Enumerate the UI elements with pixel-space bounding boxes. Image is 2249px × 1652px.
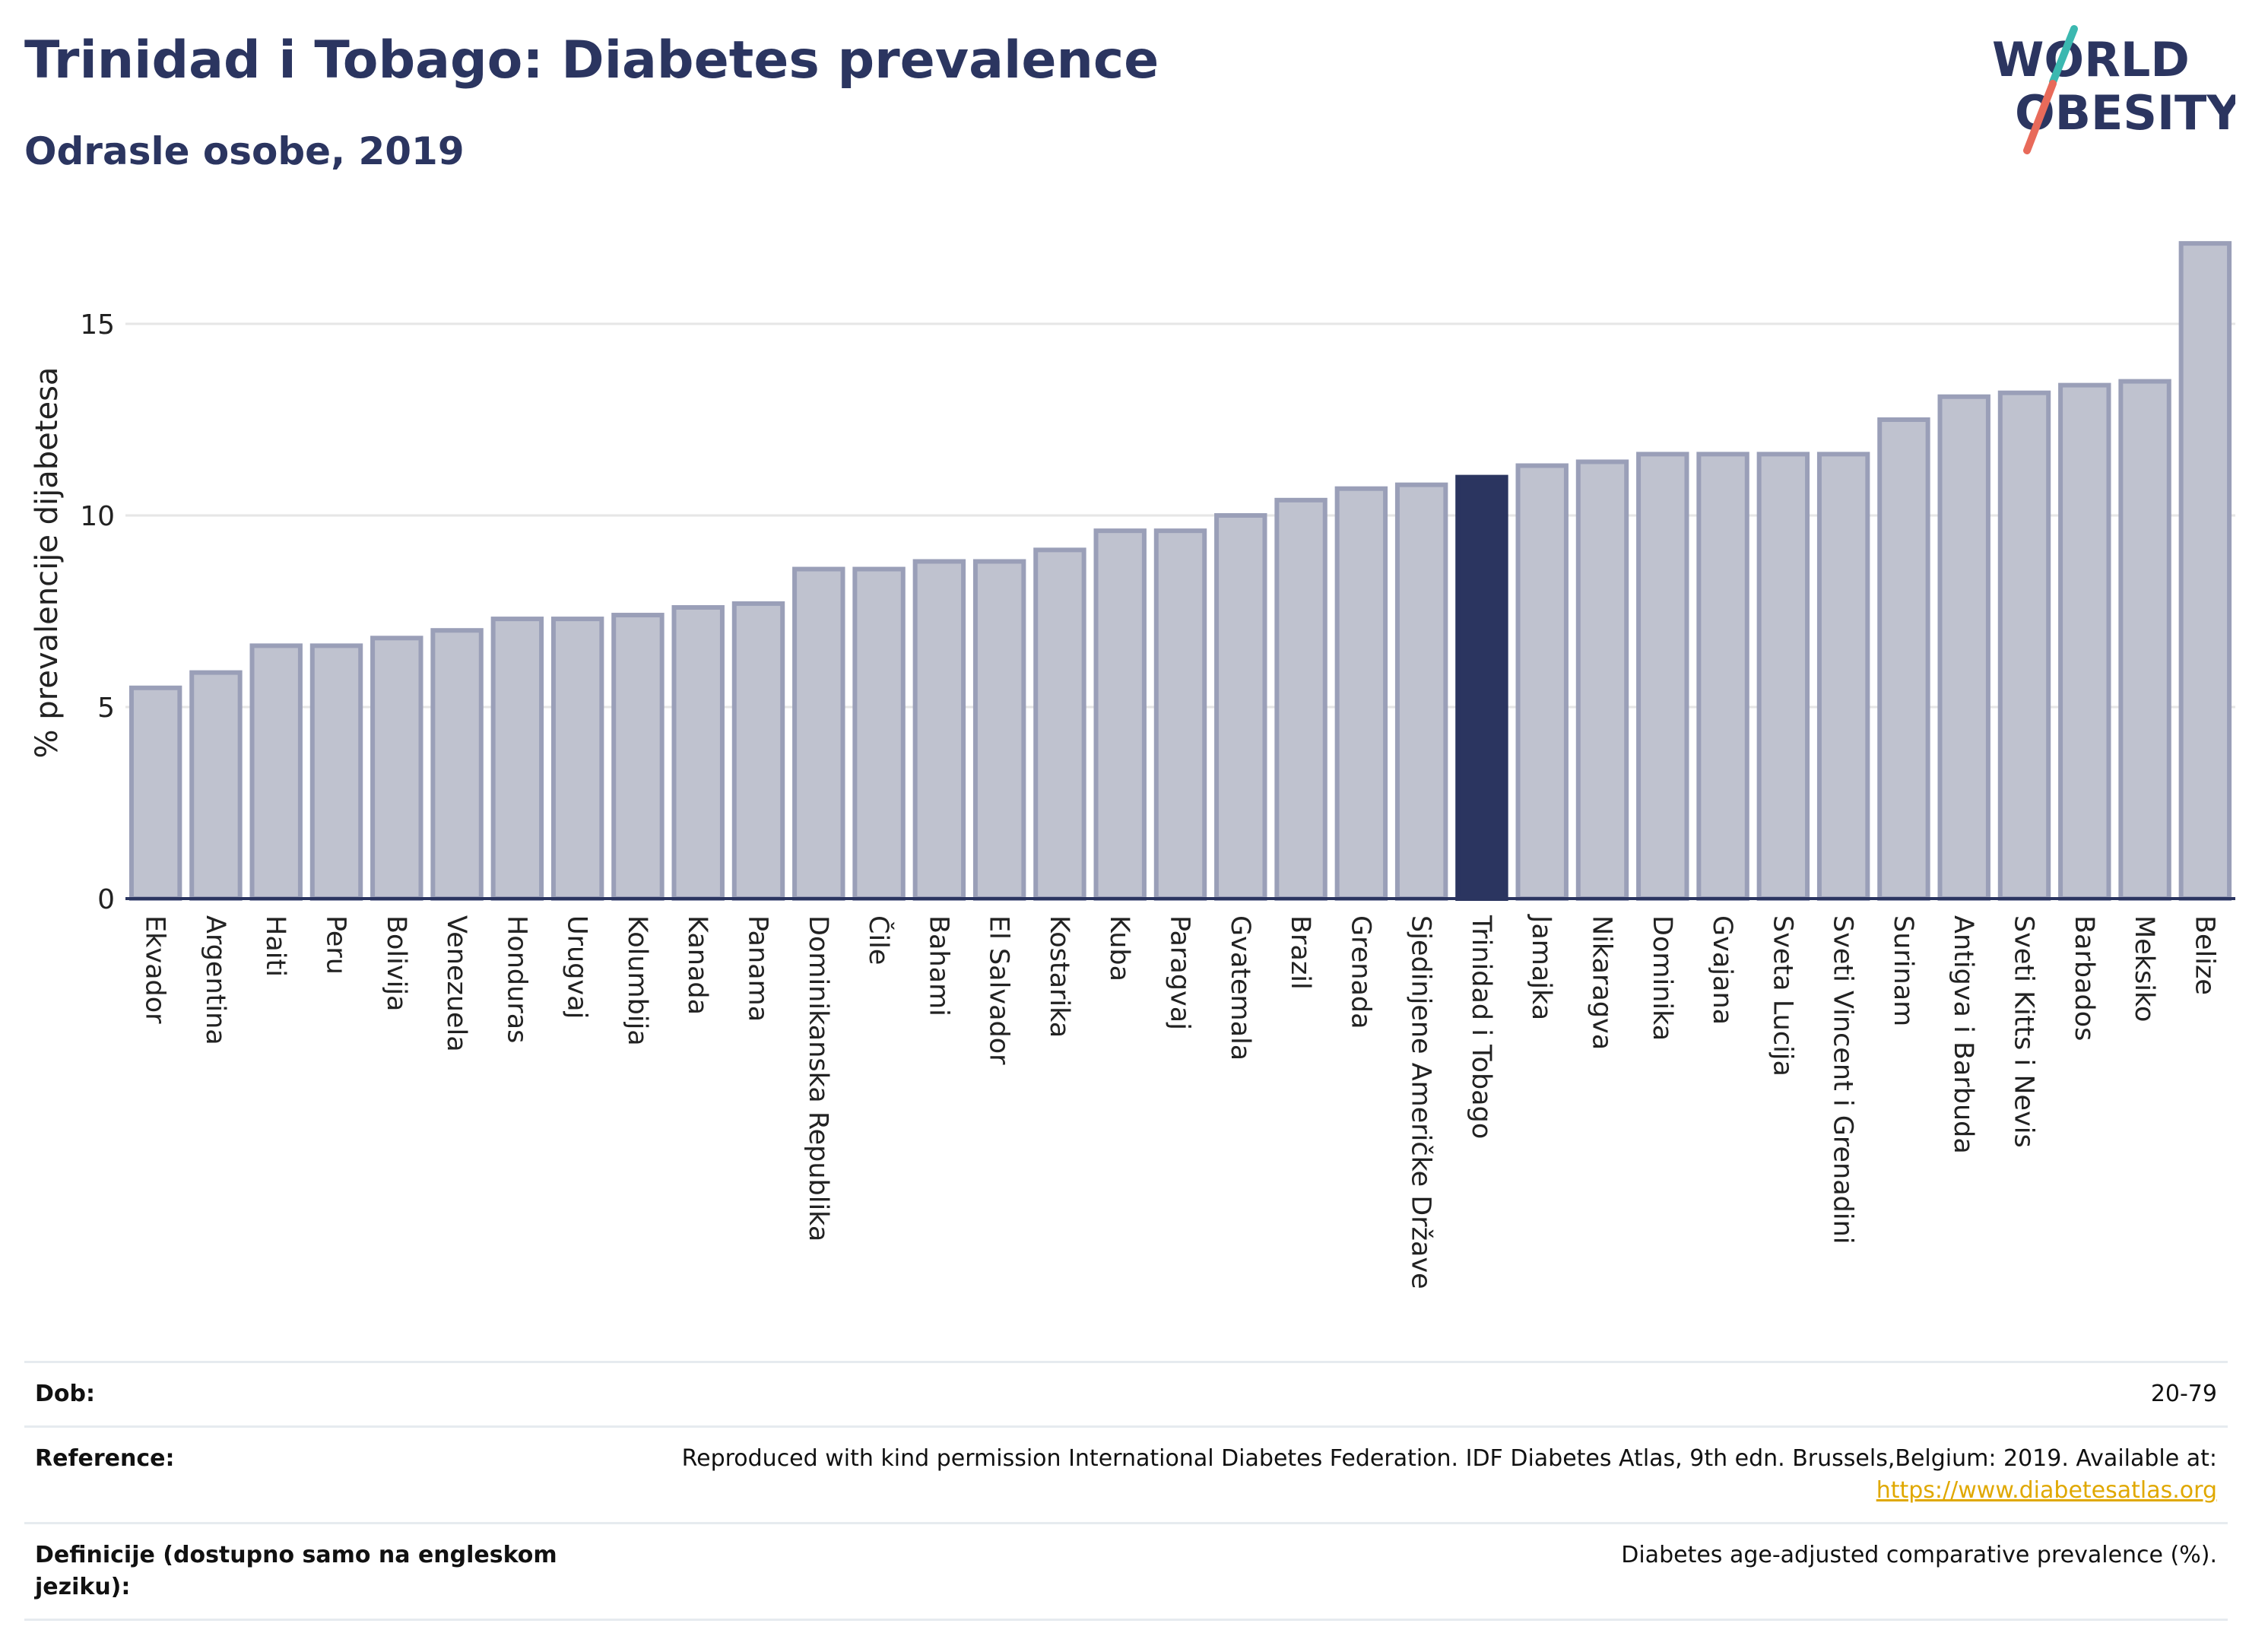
bar[interactable] xyxy=(249,643,303,901)
y-tick-label: 0 xyxy=(97,884,115,915)
x-tick-label: Antigva i Barbuda xyxy=(1948,915,1978,1154)
x-tick-label: Jamajka xyxy=(1526,914,1556,1020)
bar[interactable] xyxy=(2058,382,2111,901)
reference-label: Reference: xyxy=(35,1445,175,1472)
bar[interactable] xyxy=(490,617,544,902)
bar[interactable] xyxy=(912,559,966,901)
definition-label: Definicije (dostupno samo na engleskom j… xyxy=(35,1542,557,1600)
x-tick-label: Kuba xyxy=(1104,915,1134,981)
bar[interactable] xyxy=(1575,459,1629,901)
bar[interactable] xyxy=(550,617,604,902)
bar[interactable] xyxy=(731,601,785,901)
info-row-age: Dob: 20-79 xyxy=(24,1361,2228,1425)
x-tick-label: Sveti Vincent i Grenadini xyxy=(1828,915,1858,1245)
x-tick-label: Venezuela xyxy=(441,915,471,1052)
bar[interactable] xyxy=(1394,482,1448,901)
x-tick-label: Sveti Kitts i Nevis xyxy=(2009,915,2039,1148)
x-tick-label: Bolivija xyxy=(381,915,411,1011)
x-tick-label: Bahami xyxy=(923,915,953,1016)
axes: 0 5 10 15 xyxy=(80,309,2235,915)
bar[interactable] xyxy=(430,628,484,901)
bar[interactable] xyxy=(1093,528,1147,901)
x-tick-label: Peru xyxy=(321,915,351,975)
x-tick-label: Nikaragva xyxy=(1587,915,1617,1050)
bar[interactable] xyxy=(1816,452,1870,901)
x-tick-label: Panama xyxy=(743,915,773,1022)
bar[interactable] xyxy=(1636,452,1689,901)
bar[interactable] xyxy=(852,566,906,901)
bar[interactable] xyxy=(1997,390,2051,901)
bar[interactable] xyxy=(1033,547,1086,901)
bar[interactable] xyxy=(792,566,845,901)
x-tick-label: Grenada xyxy=(1345,915,1375,1029)
page-title: Trinidad i Tobago: Diabetes prevalence xyxy=(24,30,1159,90)
bar[interactable] xyxy=(189,670,243,901)
age-value: 20-79 xyxy=(2150,1381,2217,1407)
page-subtitle: Odrasle osobe, 2019 xyxy=(24,129,465,173)
bar[interactable] xyxy=(611,613,665,901)
x-tick-label: Urugvaj xyxy=(562,915,592,1019)
reference-text: Reproduced with kind permission Internat… xyxy=(681,1445,2217,1472)
x-tick-label: Sveta Lucija xyxy=(1767,915,1797,1076)
x-tick-label: Haiti xyxy=(260,915,290,977)
x-tick-label: Čile xyxy=(863,915,895,965)
category-labels: Ekvador Argentina Haiti Peru Bolivija Venezue… xyxy=(140,914,2220,1289)
bar[interactable] xyxy=(1756,452,1810,901)
bar[interactable] xyxy=(1274,497,1328,901)
age-label: Dob: xyxy=(35,1381,95,1407)
bar[interactable] xyxy=(1696,452,1749,901)
x-tick-label: Meksiko xyxy=(2129,915,2159,1022)
x-tick-label: Dominika xyxy=(1647,915,1677,1041)
y-axis-label: % prevalencije dijabetesa xyxy=(30,367,65,759)
world-obesity-logo: WORLD OBESITY xyxy=(1992,25,2235,154)
logo-slash-bottom xyxy=(2023,80,2057,154)
reference-link[interactable]: https://www.diabetesatlas.org xyxy=(1876,1477,2217,1504)
x-tick-label: Gvatemala xyxy=(1225,915,1255,1061)
bar[interactable] xyxy=(128,685,182,901)
x-tick-label: Kolumbija xyxy=(622,915,652,1046)
y-tick-label: 10 xyxy=(80,501,115,532)
bar[interactable] xyxy=(370,636,423,902)
logo-slash-top xyxy=(2049,25,2078,86)
x-tick-label: Sjedinjene Američke Države xyxy=(1406,915,1436,1289)
x-tick-label: Kostarika xyxy=(1044,915,1074,1038)
x-tick-label: Argentina xyxy=(200,915,230,1045)
y-tick-label: 5 xyxy=(97,693,115,724)
x-tick-label: Barbados xyxy=(2069,915,2099,1041)
bar[interactable] xyxy=(671,604,725,902)
info-row-definition: Definicije (dostupno samo na engleskom j… xyxy=(24,1522,2228,1621)
x-tick-label: Dominikanska Republika xyxy=(803,915,833,1241)
bar[interactable] xyxy=(1153,528,1207,901)
x-tick-label: Gvajana xyxy=(1707,915,1737,1025)
y-tick-label: 15 xyxy=(80,309,115,341)
logo-line-1: WORLD xyxy=(1992,32,2190,87)
bar[interactable] xyxy=(1937,394,1990,901)
bar[interactable] xyxy=(1515,463,1569,901)
bar[interactable] xyxy=(2178,241,2232,902)
x-tick-label: El Salvador xyxy=(984,915,1014,1065)
x-tick-label: Brazil xyxy=(1285,915,1315,990)
bar[interactable] xyxy=(1214,513,1267,901)
bar[interactable] xyxy=(309,643,363,901)
definition-value: Diabetes age-adjusted comparative preval… xyxy=(1621,1542,2217,1568)
x-tick-label: Surinam xyxy=(1888,915,1918,1026)
bar[interactable] xyxy=(2118,379,2171,902)
bar[interactable] xyxy=(972,559,1026,901)
info-row-reference: Reference: Reproduced with kind permissi… xyxy=(24,1425,2228,1522)
x-tick-label: Ekvador xyxy=(140,915,170,1024)
x-tick-label: Trinidad i Tobago xyxy=(1466,915,1496,1139)
x-tick-label: Kanada xyxy=(682,915,712,1015)
bars xyxy=(128,241,2232,902)
reference-value: Reproduced with kind permission Internat… xyxy=(682,1443,2217,1507)
bar[interactable] xyxy=(1455,474,1508,901)
x-tick-label: Honduras xyxy=(501,915,531,1043)
x-tick-label: Belize xyxy=(2189,915,2219,995)
info-table: Dob: 20-79 Reference: Reproduced with ki… xyxy=(24,1361,2228,1621)
bar[interactable] xyxy=(1334,486,1388,901)
bar-chart: 0 5 10 15 Ekvador Argentina Haiti Peru Bolivija… xyxy=(30,241,2235,1289)
x-tick-label: Paragvaj xyxy=(1165,915,1195,1030)
bar[interactable] xyxy=(1877,417,1930,901)
